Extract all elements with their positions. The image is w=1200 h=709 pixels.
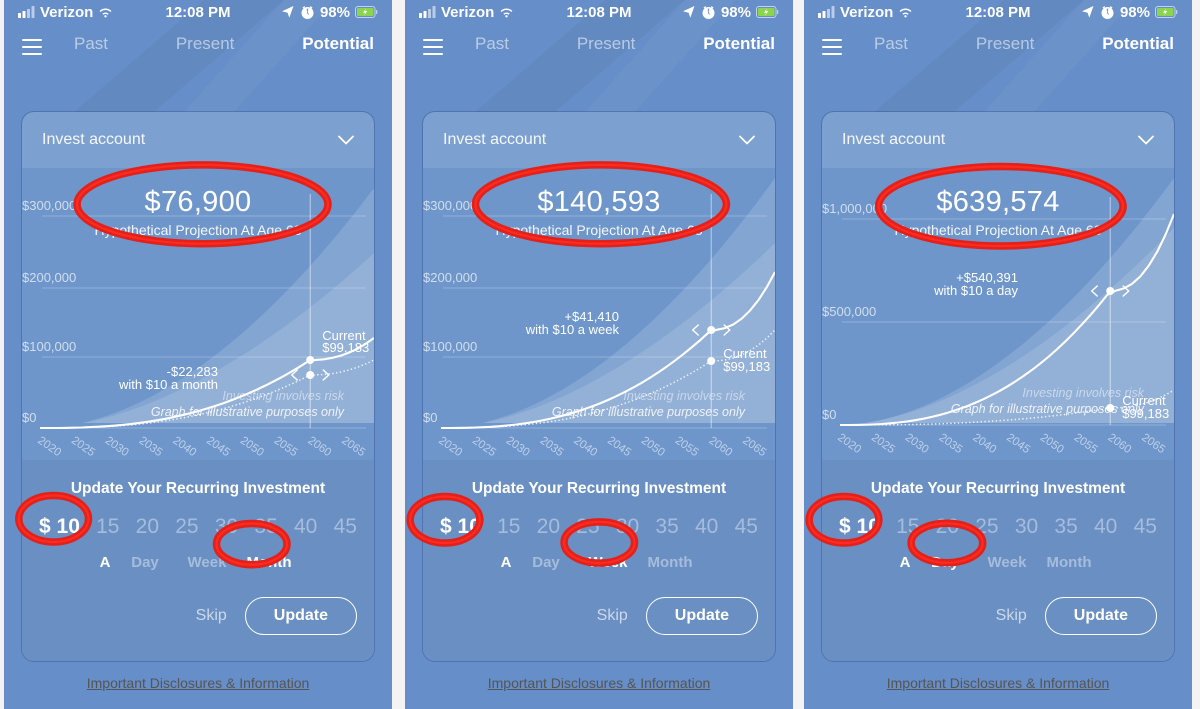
svg-text:2060: 2060 [306,435,334,460]
svg-text:2040: 2040 [970,432,998,457]
svg-text:2055: 2055 [1072,432,1100,457]
svg-text:with $10 a month: with $10 a month [118,377,218,392]
svg-text:2035: 2035 [538,435,566,460]
svg-text:$200,000: $200,000 [22,270,76,285]
svg-text:$200,000: $200,000 [423,270,477,285]
svg-text:$500,000: $500,000 [822,304,876,319]
svg-text:2030: 2030 [504,435,532,460]
svg-text:$0: $0 [22,410,36,425]
svg-text:Graph for illustrative purpose: Graph for illustrative purposes only [552,405,746,419]
svg-text:2060: 2060 [1106,432,1134,457]
svg-text:Graph for illustrative purpose: Graph for illustrative purposes only [151,405,345,419]
svg-text:2065: 2065 [1139,432,1167,457]
svg-text:2025: 2025 [470,435,498,460]
svg-text:$99,183: $99,183 [723,359,770,374]
svg-text:with $10 a day: with $10 a day [933,283,1018,298]
svg-text:2045: 2045 [1004,432,1032,457]
svg-text:$99,183: $99,183 [322,340,369,355]
svg-text:$0: $0 [423,410,437,425]
svg-text:Investing involves risk: Investing involves risk [1022,386,1144,400]
svg-text:2040: 2040 [571,435,599,460]
svg-text:2060: 2060 [707,435,735,460]
svg-text:2065: 2065 [740,435,768,460]
svg-text:Graph for illustrative purpose: Graph for illustrative purposes only [951,402,1145,416]
svg-text:2050: 2050 [1038,432,1066,457]
svg-text:2040: 2040 [170,435,198,460]
svg-text:2035: 2035 [137,435,165,460]
svg-text:$300,000: $300,000 [423,198,477,213]
svg-text:$1,000,000: $1,000,000 [822,201,887,216]
svg-text:2020: 2020 [835,432,863,457]
svg-text:Investing involves risk: Investing involves risk [222,389,344,403]
svg-text:with $10 a week: with $10 a week [525,322,620,337]
svg-text:2025: 2025 [69,435,97,460]
svg-text:$100,000: $100,000 [423,339,477,354]
svg-text:2030: 2030 [903,432,931,457]
svg-text:2050: 2050 [639,435,667,460]
svg-text:2020: 2020 [436,435,464,460]
svg-text:2050: 2050 [238,435,266,460]
svg-text:2045: 2045 [605,435,633,460]
svg-text:2035: 2035 [937,432,965,457]
svg-text:$300,000: $300,000 [22,198,76,213]
svg-text:2020: 2020 [35,435,63,460]
svg-text:2025: 2025 [869,432,897,457]
svg-text:2045: 2045 [204,435,232,460]
svg-text:2065: 2065 [339,435,367,460]
svg-text:Investing involves risk: Investing involves risk [623,389,745,403]
svg-text:2055: 2055 [673,435,701,460]
svg-text:$0: $0 [822,407,836,422]
svg-text:2030: 2030 [103,435,131,460]
svg-text:2055: 2055 [272,435,300,460]
svg-text:$100,000: $100,000 [22,339,76,354]
